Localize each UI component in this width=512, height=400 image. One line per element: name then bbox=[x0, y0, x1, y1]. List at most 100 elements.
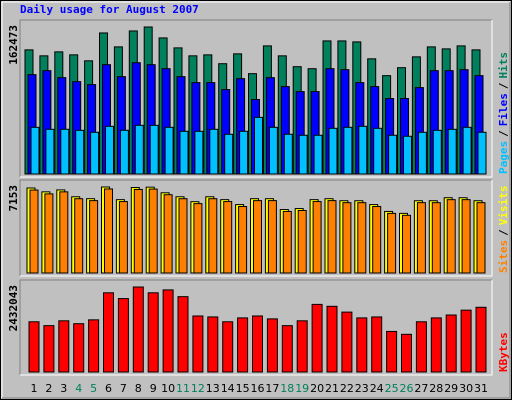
x-tick-label: 10 bbox=[161, 382, 175, 395]
bar bbox=[416, 202, 426, 274]
bar bbox=[254, 116, 263, 175]
y-max-label: 2432043 bbox=[7, 285, 20, 331]
x-tick-label: 12 bbox=[191, 382, 205, 395]
x-tick-label: 7 bbox=[120, 382, 127, 395]
bar bbox=[342, 202, 352, 274]
bar bbox=[88, 319, 100, 373]
x-tick-label: 23 bbox=[355, 382, 369, 395]
bar bbox=[209, 128, 219, 175]
bar bbox=[297, 209, 307, 274]
x-tick-label: 29 bbox=[444, 382, 458, 395]
x-tick-label: 15 bbox=[236, 382, 250, 395]
bar bbox=[326, 305, 338, 373]
bar bbox=[253, 200, 262, 274]
bar bbox=[252, 315, 263, 373]
bar bbox=[431, 202, 441, 274]
bar bbox=[401, 333, 412, 373]
bar bbox=[178, 198, 188, 274]
bar bbox=[358, 125, 368, 175]
x-tick-label: 4 bbox=[75, 382, 82, 395]
legend-entry: Hits bbox=[497, 52, 510, 79]
bar bbox=[119, 129, 129, 175]
panel-bevel bbox=[19, 19, 492, 177]
bar bbox=[432, 129, 442, 175]
x-tick-label: 21 bbox=[325, 382, 339, 395]
bar bbox=[386, 330, 398, 373]
bar bbox=[477, 131, 487, 175]
bar bbox=[103, 292, 114, 373]
x-tick-label: 20 bbox=[310, 382, 324, 395]
bar bbox=[89, 200, 99, 274]
bar bbox=[43, 325, 55, 373]
bar bbox=[327, 200, 337, 274]
bar bbox=[371, 316, 383, 373]
bar bbox=[281, 325, 293, 373]
bar bbox=[58, 320, 70, 373]
x-tick-label: 5 bbox=[90, 382, 97, 395]
legend: KBytes bbox=[497, 332, 510, 372]
bar bbox=[328, 127, 338, 175]
x-tick-label: 26 bbox=[400, 382, 414, 395]
bar bbox=[179, 130, 189, 175]
bar bbox=[387, 212, 397, 274]
bar bbox=[343, 126, 353, 175]
bar bbox=[44, 193, 54, 274]
bar bbox=[193, 203, 203, 274]
x-tick-label: 28 bbox=[429, 382, 443, 395]
bar bbox=[430, 317, 442, 373]
bar bbox=[238, 206, 248, 274]
bar bbox=[476, 202, 486, 274]
bar bbox=[74, 198, 84, 274]
bar bbox=[475, 306, 487, 373]
bar bbox=[373, 127, 383, 175]
bar bbox=[60, 128, 70, 175]
bar bbox=[28, 321, 40, 373]
bar bbox=[341, 311, 353, 373]
x-tick-label: 3 bbox=[60, 382, 67, 395]
bar bbox=[148, 188, 158, 274]
bar bbox=[372, 206, 382, 274]
x-tick-label: 14 bbox=[221, 382, 235, 395]
panel-bevel bbox=[19, 179, 492, 276]
legend-entry: Visits bbox=[497, 186, 510, 226]
x-tick-label: 18 bbox=[280, 382, 294, 395]
bar bbox=[311, 303, 323, 373]
panel-bevel bbox=[19, 279, 492, 375]
bar bbox=[30, 126, 40, 175]
bar bbox=[356, 317, 368, 373]
bar bbox=[104, 188, 113, 274]
bar bbox=[460, 309, 472, 373]
legend-entry: Sites bbox=[497, 240, 510, 273]
bar bbox=[239, 130, 249, 175]
bar bbox=[445, 314, 457, 373]
legend-separator: / bbox=[497, 130, 510, 137]
bar bbox=[162, 289, 174, 373]
panel-bevel bbox=[20, 280, 493, 376]
bar bbox=[223, 201, 233, 274]
legend-separator: / bbox=[497, 82, 510, 89]
bar bbox=[266, 318, 278, 373]
bar bbox=[446, 199, 456, 274]
bar bbox=[283, 133, 293, 175]
x-tick-label: 19 bbox=[295, 382, 309, 395]
bar bbox=[417, 131, 427, 175]
bar bbox=[90, 131, 100, 175]
bar bbox=[132, 286, 144, 373]
bar bbox=[224, 133, 234, 175]
bar bbox=[133, 188, 143, 274]
x-tick-label: 16 bbox=[251, 382, 265, 395]
bar bbox=[208, 198, 218, 274]
bar bbox=[164, 126, 174, 175]
bar bbox=[222, 321, 234, 373]
x-tick-label: 31 bbox=[474, 382, 488, 395]
x-tick-label: 6 bbox=[105, 382, 112, 395]
x-tick-label: 1 bbox=[31, 382, 38, 395]
bar bbox=[267, 200, 277, 274]
bar bbox=[163, 194, 173, 274]
x-tick-label: 27 bbox=[414, 382, 428, 395]
bar bbox=[312, 201, 322, 274]
bar bbox=[29, 189, 39, 274]
chart-title: Daily usage for August 2007 bbox=[20, 3, 199, 16]
